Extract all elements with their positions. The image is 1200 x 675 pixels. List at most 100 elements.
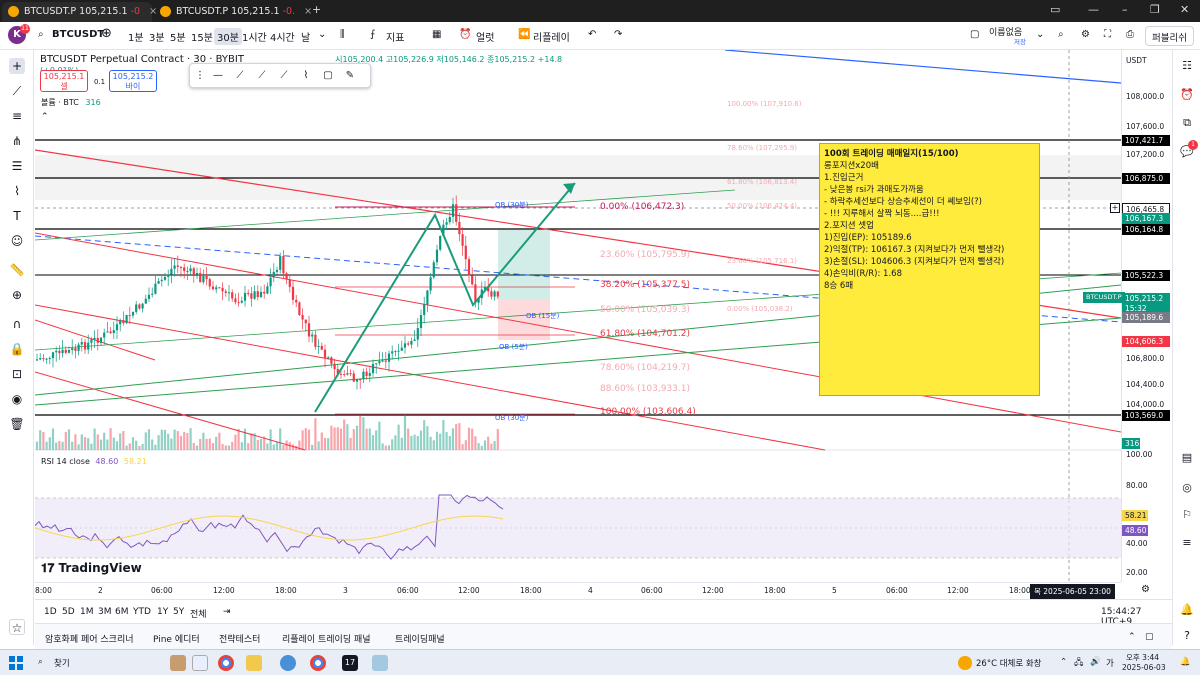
redo-icon[interactable]: ↷ <box>614 29 623 40</box>
crosshair-icon[interactable]: + <box>9 58 25 74</box>
range-1y[interactable]: 1Y <box>157 607 169 617</box>
trading-journal-note[interactable]: 100회 트레이딩 매매일지(15/100) 롱포지션x20배 1.진입근거 -… <box>819 143 1040 396</box>
blue-trendline[interactable] <box>724 50 1121 84</box>
blue-dashed-trendline[interactable] <box>35 235 1121 323</box>
notifications-bell-icon[interactable]: 🔔 <box>1180 603 1194 616</box>
horizontal-lines-icon[interactable]: ≡ <box>11 109 23 123</box>
tradingview-logo[interactable]: 𝟏𝟕 TradingView <box>41 561 142 576</box>
interval-day[interactable]: 날 <box>301 33 311 44</box>
app-icon[interactable] <box>280 655 296 671</box>
rectangle-tool-icon[interactable]: ▢ <box>323 70 333 81</box>
chevron-down-icon[interactable]: ⌄ <box>1036 29 1045 40</box>
indicators-button[interactable]: 지표 <box>386 33 405 44</box>
file-explorer-box-icon[interactable] <box>170 655 186 671</box>
tradingview-app-icon[interactable]: 17 <box>342 655 358 671</box>
help-icon[interactable]: ? <box>1184 629 1190 642</box>
ray-tool-icon[interactable]: ⟋ <box>236 70 244 81</box>
browser-tab-1[interactable]: BTCUSDT.P 105,215.1 -0 × <box>2 2 157 22</box>
range-6m[interactable]: 6M <box>115 607 129 617</box>
emoji-icon[interactable]: ☺ <box>10 234 24 248</box>
range-all[interactable]: 전체 <box>190 610 207 620</box>
chrome-profile-icon[interactable] <box>310 655 326 671</box>
red-downtrend-line-5[interactable] <box>35 319 156 361</box>
tab-strategy-tester[interactable]: 전략테스터 <box>219 635 261 645</box>
clock-date[interactable]: 2025-06-03 <box>1122 663 1166 672</box>
tray-chevron-icon[interactable]: ⌃ <box>1060 657 1068 667</box>
rsi-legend[interactable]: RSI 14 close 48.60 58.21 <box>41 457 147 466</box>
sell-button[interactable]: 105,215.1 셀 <box>40 70 88 92</box>
ruler-icon[interactable]: 📏 <box>9 263 25 277</box>
collapse-chevron-icon[interactable]: ⌃ <box>41 112 49 122</box>
trendline-icon[interactable]: ⟋ <box>12 84 22 98</box>
buy-button[interactable]: 105,215.2 바이 <box>109 70 157 92</box>
interval-4h[interactable]: 4시간 <box>270 33 295 44</box>
interval-30m[interactable]: 30분 <box>214 28 242 45</box>
tab-trading-panel[interactable]: 트레이딩패널 <box>395 635 445 645</box>
fib-tool-icon[interactable]: ☰ <box>11 159 23 173</box>
new-tab-button[interactable]: + <box>312 3 322 16</box>
windows-start-icon[interactable] <box>9 656 23 670</box>
extended-line-icon[interactable]: ⟋ <box>280 70 288 81</box>
utc-clock[interactable]: 15:44:27 UTC+9 <box>1101 607 1142 627</box>
path-tool-icon[interactable]: ⌇ <box>303 70 309 81</box>
interval-15m[interactable]: 15분 <box>191 33 213 44</box>
interval-1h[interactable]: 1시간 <box>242 33 267 44</box>
undo-icon[interactable]: ↶ <box>588 29 597 40</box>
notification-center-icon[interactable]: 🔔 <box>1180 657 1191 667</box>
tab-crypto-screener[interactable]: 암호화폐 페어 스크리너 <box>45 635 134 645</box>
templates-icon[interactable]: ▦ <box>432 29 442 40</box>
add-alert-plus-icon[interactable]: + <box>1110 203 1120 213</box>
axis-settings-gear-icon[interactable]: ⚙ <box>1141 584 1150 595</box>
language-icon[interactable]: 가 <box>1106 659 1114 669</box>
green-channel-line[interactable] <box>35 189 736 241</box>
fullscreen-icon[interactable]: ⛶ <box>1104 29 1111 40</box>
weather-text[interactable]: 26°C 대체로 화창 <box>976 659 1042 669</box>
layout-save-label[interactable]: 저장 <box>1014 38 1026 46</box>
network-icon[interactable]: 🖧 <box>1074 658 1084 668</box>
pitchfork-icon[interactable]: ⋔ <box>11 134 23 148</box>
eye-icon[interactable]: ◉ <box>11 392 23 406</box>
folder-icon[interactable] <box>246 655 262 671</box>
cast-icon[interactable]: ▭ <box>1050 3 1061 16</box>
pine-icon[interactable]: ⚐ <box>1182 508 1192 521</box>
lock-icon[interactable]: ⊡ <box>11 367 23 381</box>
app-window-icon[interactable] <box>372 655 388 671</box>
watchlist-icon[interactable]: ☷ <box>1182 59 1192 72</box>
long-position-loss-zone[interactable] <box>498 300 550 340</box>
tab-close-icon[interactable]: × <box>304 6 313 17</box>
magnet-icon[interactable]: ∩ <box>12 317 22 331</box>
range-ytd[interactable]: YTD <box>133 607 151 617</box>
object-tree-icon[interactable]: ⧉ <box>1183 116 1191 129</box>
range-1d[interactable]: 1D <box>44 607 57 617</box>
ideas-icon[interactable]: ◎ <box>1182 481 1192 494</box>
flag-icon[interactable] <box>192 655 208 671</box>
time-axis[interactable]: 8:00 2 06:00 12:00 18:00 3 06:00 12:00 1… <box>35 582 1121 599</box>
tab-close-icon[interactable]: × <box>149 6 158 17</box>
currency-label[interactable]: USDT <box>1126 56 1147 65</box>
alerts-clock-icon[interactable]: ⏰ <box>1180 88 1194 101</box>
maximize-panel-icon[interactable]: ▢ <box>1145 632 1154 642</box>
taskbar-search[interactable]: 찾기 <box>54 659 70 669</box>
publish-button[interactable]: 퍼블리쉬 <box>1145 26 1194 46</box>
camera-icon[interactable]: ⎙ <box>1126 29 1134 40</box>
settings-gear-icon[interactable]: ⚙ <box>1081 29 1090 40</box>
replay-button[interactable]: 리플레이 <box>533 33 570 44</box>
chevron-down-icon[interactable]: ⌄ <box>318 29 327 40</box>
trendline-tool-icon[interactable]: ⟋ <box>258 70 266 81</box>
close-window-button[interactable]: ✕ <box>1180 3 1190 16</box>
red-downtrend-line-2[interactable] <box>35 232 1121 433</box>
trash-icon[interactable]: 🗑 <box>9 417 25 431</box>
red-downtrend-line-4[interactable] <box>35 371 306 451</box>
volume-legend[interactable]: 볼륨 · BTC 316 <box>41 97 101 108</box>
projection-arrow[interactable] <box>314 182 576 413</box>
interval-1m[interactable]: 1분 <box>128 33 144 44</box>
text-tool-icon[interactable]: T <box>13 209 21 223</box>
tab-pine-editor[interactable]: Pine 에디터 <box>153 635 200 645</box>
favorites-star-icon[interactable]: ☆ <box>9 619 25 635</box>
goto-date-icon[interactable]: ⇥ <box>223 607 231 617</box>
layers-icon[interactable]: ≡ <box>1182 536 1192 549</box>
drag-handle-icon[interactable]: ⋮ <box>195 70 205 81</box>
red-downtrend-line-3[interactable] <box>35 304 826 451</box>
interval-3m[interactable]: 3분 <box>149 33 165 44</box>
lock-drawings-icon[interactable]: 🔒 <box>9 342 25 356</box>
